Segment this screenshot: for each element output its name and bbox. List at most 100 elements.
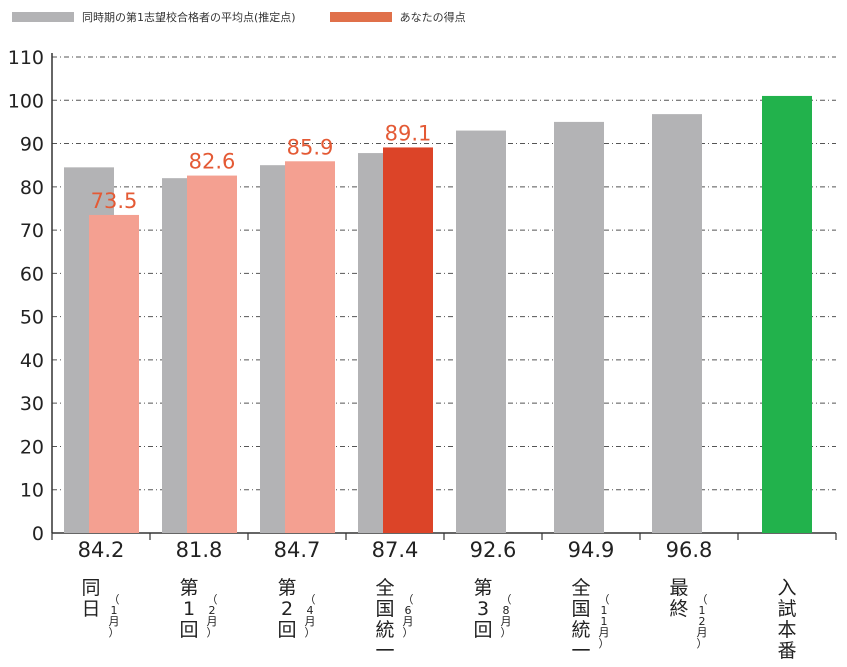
your-score-label: 82.6 xyxy=(189,150,236,174)
average-value-label: 94.9 xyxy=(568,538,615,562)
legend-item-your-score: あなたの得点 xyxy=(329,9,466,25)
category-label: 入試本番 xyxy=(777,577,796,662)
y-tick-label: 90 xyxy=(20,134,44,156)
category-month: （8 月） xyxy=(501,593,512,639)
legend-label-average: 同時期の第1志望校合格者の平均点(推定点) xyxy=(82,11,296,24)
y-tick-label: 50 xyxy=(20,307,44,329)
category-label: 最終 （1 2 月） xyxy=(669,577,707,650)
y-tick-label: 80 xyxy=(20,177,44,199)
category-month-char: （ xyxy=(109,593,120,606)
category-char: 回 xyxy=(473,619,492,641)
category-month-char: 月 xyxy=(403,615,414,628)
category-month-char: ） xyxy=(697,637,708,650)
category-char: 本 xyxy=(777,619,796,641)
legend-swatch-average xyxy=(12,12,74,22)
y-tick-label: 110 xyxy=(8,47,44,69)
category-month-char: 1 xyxy=(601,615,608,628)
category-month: （2 月） xyxy=(207,593,218,639)
your-score-label: 73.5 xyxy=(91,189,138,213)
legend: 同時期の第1志望校合格者の平均点(推定点) あなたの得点 xyxy=(12,6,500,28)
category-char: 2 xyxy=(281,598,293,620)
average-bar xyxy=(652,114,702,534)
category-char: 第 xyxy=(179,577,198,599)
average-value-label: 96.8 xyxy=(666,538,713,562)
y-tick-label: 20 xyxy=(20,436,44,458)
y-tick-label: 40 xyxy=(20,350,44,372)
category-char: 第 xyxy=(473,577,492,599)
category-month-char: （ xyxy=(207,593,218,606)
category-month-char: 月 xyxy=(697,626,708,639)
category-name: 全国統一 xyxy=(375,577,394,662)
category-char: 同 xyxy=(81,577,100,599)
category-label: 同日 （1 月） xyxy=(81,577,119,639)
category-char: 番 xyxy=(777,640,796,662)
category-month-char: （ xyxy=(501,593,512,606)
average-value-label: 92.6 xyxy=(470,538,517,562)
y-tick-label: 0 xyxy=(32,523,44,545)
your-score-bar xyxy=(285,161,335,533)
category-char: 入 xyxy=(777,577,796,599)
category-char: 終 xyxy=(669,598,688,620)
your-score-bar xyxy=(383,147,433,533)
category-char: 全 xyxy=(571,577,590,599)
category-month-char: 月 xyxy=(305,615,316,628)
category-char: 3 xyxy=(477,598,489,620)
category-month-char: 2 xyxy=(209,604,216,617)
category-month-char: 1 xyxy=(111,604,118,617)
category-month-char: 1 xyxy=(699,604,706,617)
category-month-char: ） xyxy=(403,626,414,639)
category-char: 日 xyxy=(81,598,100,620)
average-value-label: 84.2 xyxy=(78,538,125,562)
category-month-char: 月 xyxy=(109,615,120,628)
your-score-bar xyxy=(187,175,237,534)
target-bar xyxy=(762,95,812,533)
category-char: 統 xyxy=(375,619,394,641)
y-tick-label: 60 xyxy=(20,263,44,285)
average-value-label: 81.8 xyxy=(176,538,223,562)
category-label: 第 3 回 （ 8 月） xyxy=(473,577,511,641)
category-char: 国 xyxy=(375,598,394,620)
category-month-char: （ xyxy=(403,593,414,606)
category-month-char: 2 xyxy=(699,615,706,628)
your-score-bar xyxy=(89,214,139,534)
category-name: 最終 xyxy=(669,577,688,620)
category-month-char: （ xyxy=(305,593,316,606)
category-char: 回 xyxy=(277,619,296,641)
average-value-label: 84.7 xyxy=(274,538,321,562)
average-value-label: 87.4 xyxy=(372,538,419,562)
category-month-char: ） xyxy=(109,626,120,639)
category-label: 第 1 回 （ 2 月） xyxy=(179,577,217,641)
category-month: （1 月） xyxy=(109,593,120,639)
category-month-char: 8 xyxy=(503,604,510,617)
legend-label-your-score: あなたの得点 xyxy=(399,11,466,24)
average-bar xyxy=(554,121,604,533)
category-month: （1 2 月） xyxy=(697,593,708,650)
category-month-char: 1 xyxy=(601,604,608,617)
category-month-char: 月 xyxy=(207,615,218,628)
category-month-char: ） xyxy=(501,626,512,639)
average-bar xyxy=(456,130,506,533)
category-label: 第 2 回 （ 4 月） xyxy=(277,577,315,641)
category-month-char: ） xyxy=(305,626,316,639)
y-tick-label: 30 xyxy=(20,393,44,415)
category-char: 回 xyxy=(179,619,198,641)
category-name: 同日 xyxy=(81,577,100,620)
category-month-char: ） xyxy=(207,626,218,639)
category-month-char: 月 xyxy=(501,615,512,628)
y-tick-label: 100 xyxy=(8,90,44,112)
category-month-char: 6 xyxy=(405,604,412,617)
legend-item-average: 同時期の第1志望校合格者の平均点(推定点) xyxy=(12,9,296,25)
category-char: 国 xyxy=(571,598,590,620)
y-tick-label: 70 xyxy=(20,220,44,242)
category-char: 統 xyxy=(571,619,590,641)
category-label: 全国統一 （ 6 月） xyxy=(375,577,413,662)
your-score-label: 85.9 xyxy=(287,135,334,159)
category-month-char: ） xyxy=(599,637,610,650)
category-char: 一 xyxy=(571,640,590,662)
category-char: 第 xyxy=(277,577,296,599)
category-char: 全 xyxy=(375,577,394,599)
category-char: 1 xyxy=(183,598,195,620)
